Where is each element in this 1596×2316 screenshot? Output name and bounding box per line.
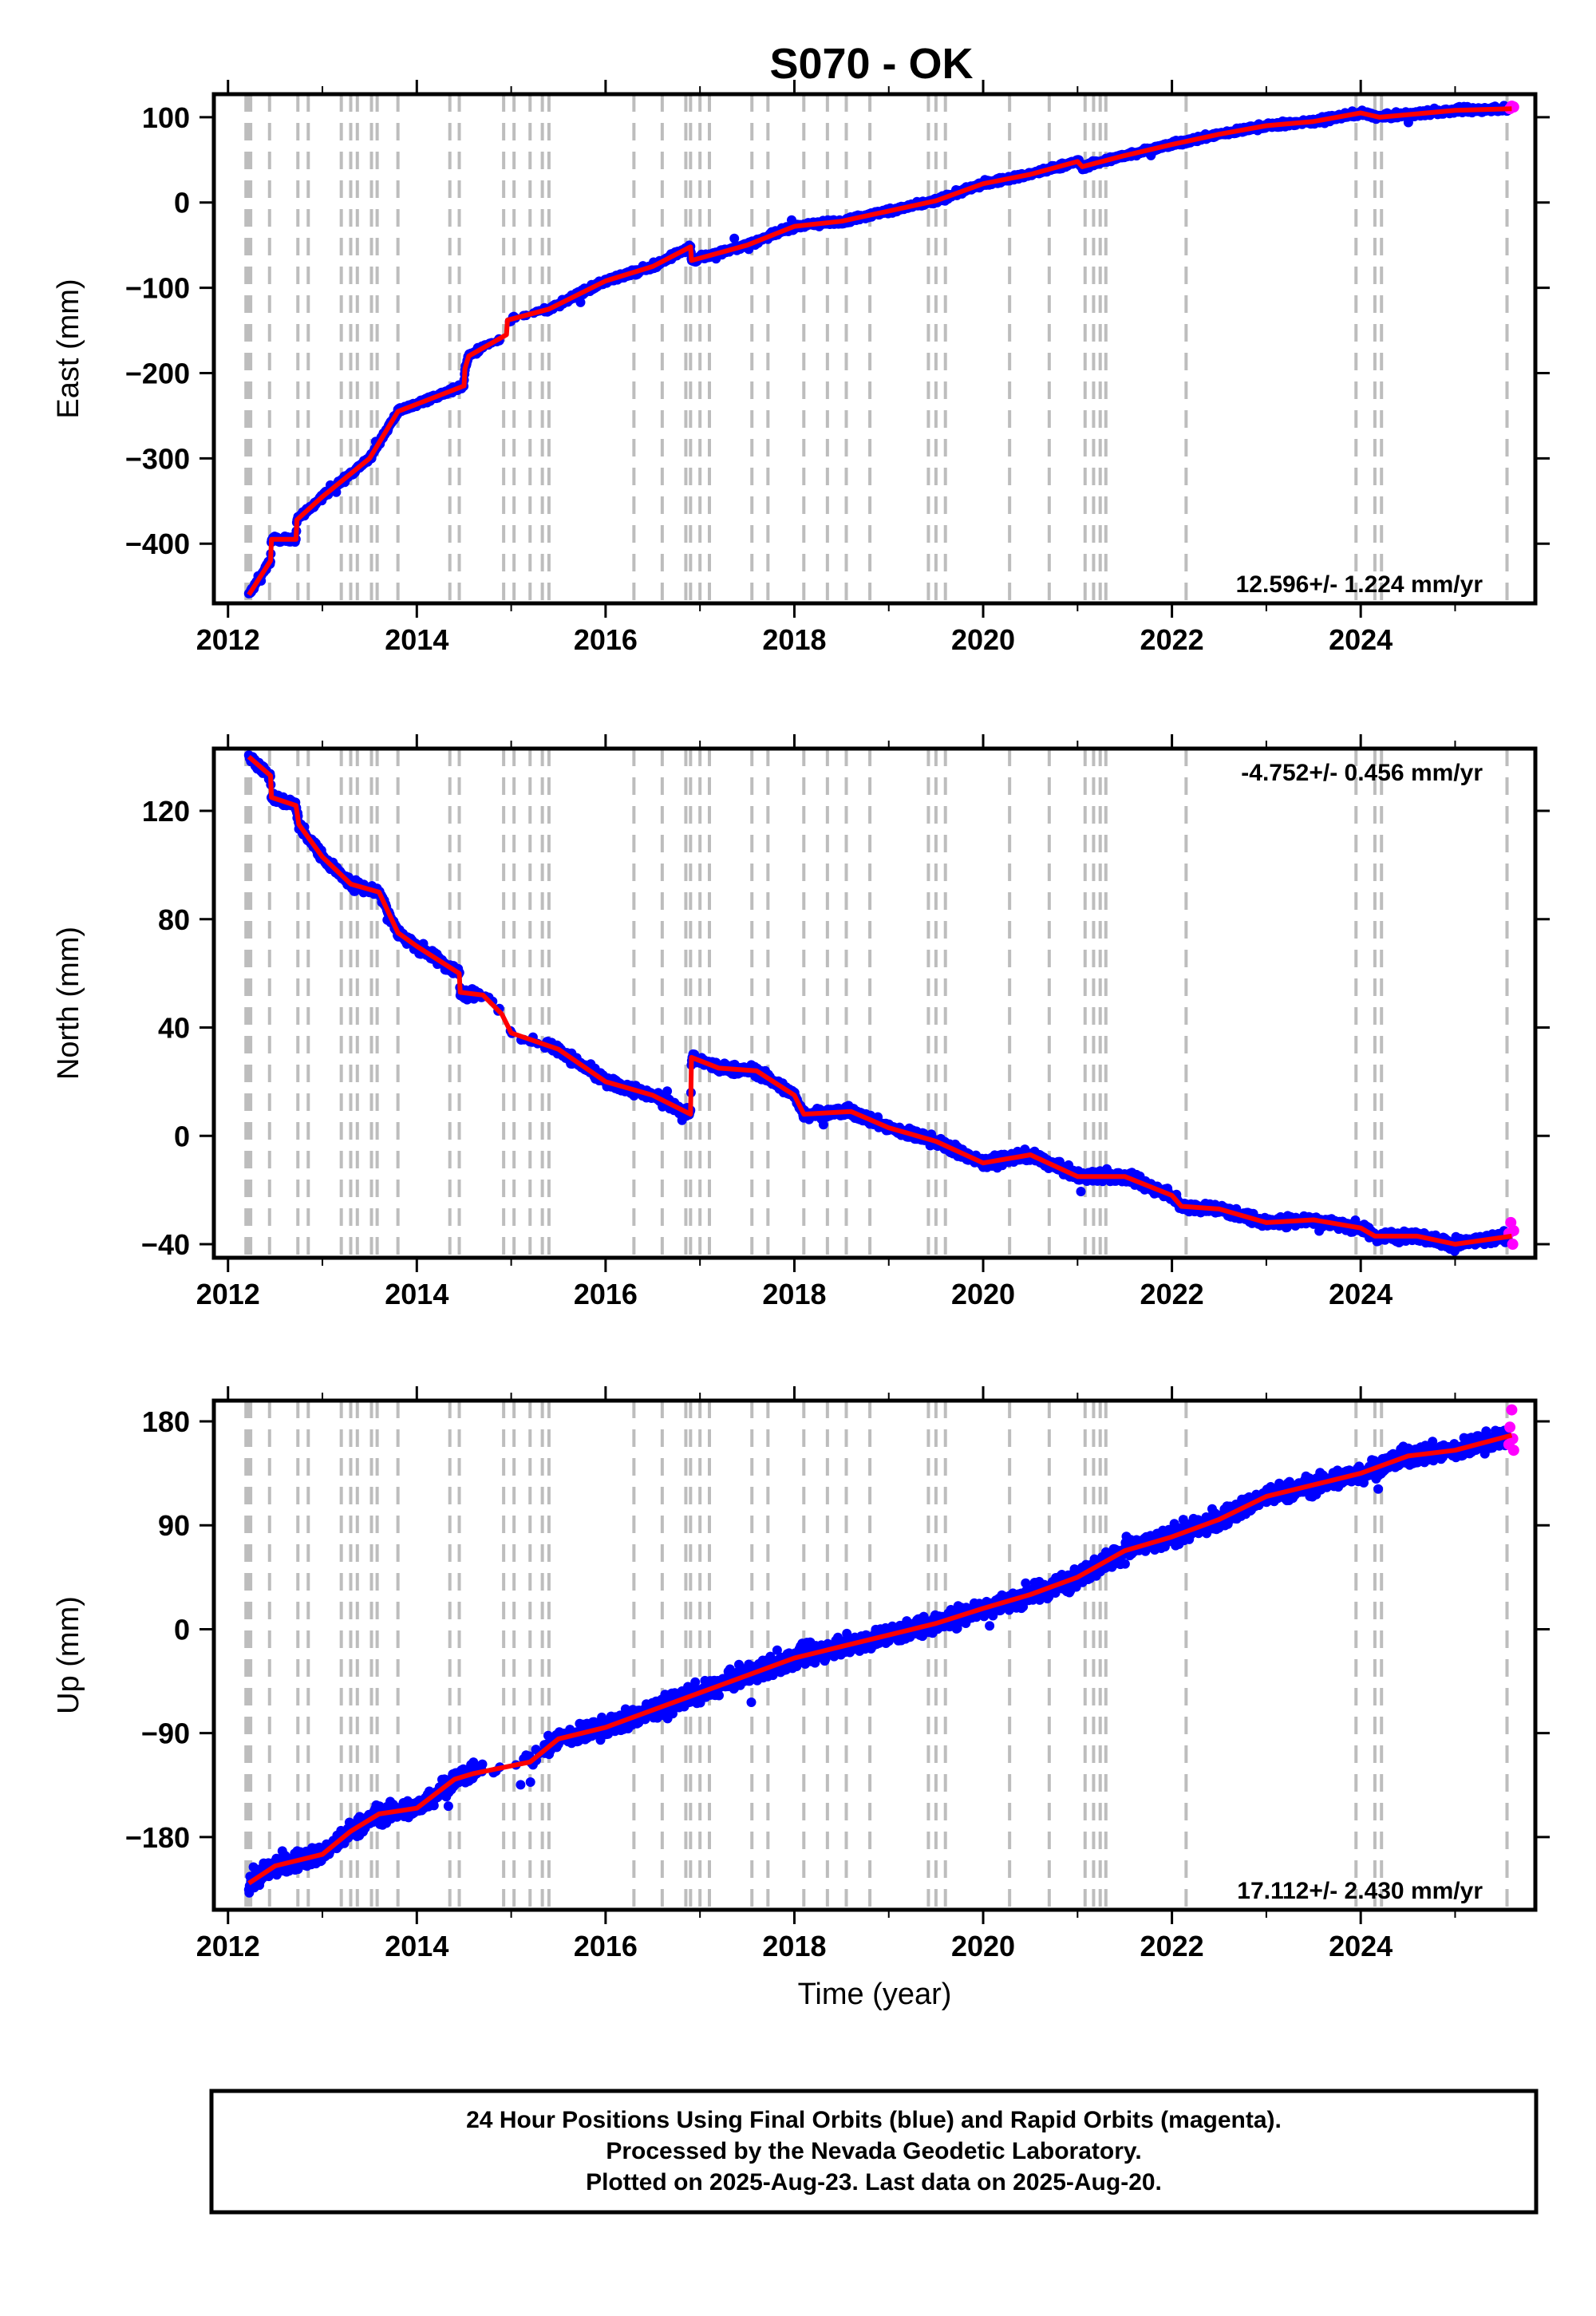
x-tick-label: 2022	[1140, 623, 1204, 656]
chart-title: S070 - OK	[769, 40, 973, 88]
y-tick-label: −400	[125, 528, 190, 560]
data-point	[662, 1086, 673, 1097]
y-tick-label: −200	[125, 357, 190, 389]
y-tick-label: −300	[125, 442, 190, 475]
x-tick-label: 2020	[951, 623, 1015, 656]
x-tick-label: 2018	[762, 623, 826, 656]
y-axis-label: East (mm)	[52, 279, 85, 418]
x-tick-label: 2014	[385, 623, 448, 656]
data-point	[729, 233, 740, 243]
model-line	[247, 106, 1512, 596]
x-tick-label: 2016	[574, 623, 638, 656]
final-orbit-points	[243, 101, 1513, 599]
event-lines	[244, 749, 1509, 1258]
x-tick-label: 2012	[196, 623, 260, 656]
axes-frame	[211, 92, 1538, 606]
rate-annotation: 12.596+/- 1.224 mm/yr	[1236, 571, 1483, 598]
event-lines	[244, 94, 1509, 603]
final-orbit-points	[243, 750, 1513, 1256]
north-panel: 2012 2014 2016 2018 2020 2022 2024−4004080120N…	[52, 734, 1550, 1310]
data-point	[575, 297, 586, 307]
y-tick-label: −100	[125, 272, 190, 305]
y-tick-label: 100	[142, 101, 190, 134]
x-tick-label: 2024	[1329, 623, 1393, 656]
east-panel: 2012 2014 2016 2018 2020 2022 2024 −400 −300 −200…	[52, 80, 1550, 656]
data-point	[1076, 1187, 1086, 1196]
data-point	[818, 1120, 828, 1130]
y-tick-label: 0	[174, 187, 190, 219]
